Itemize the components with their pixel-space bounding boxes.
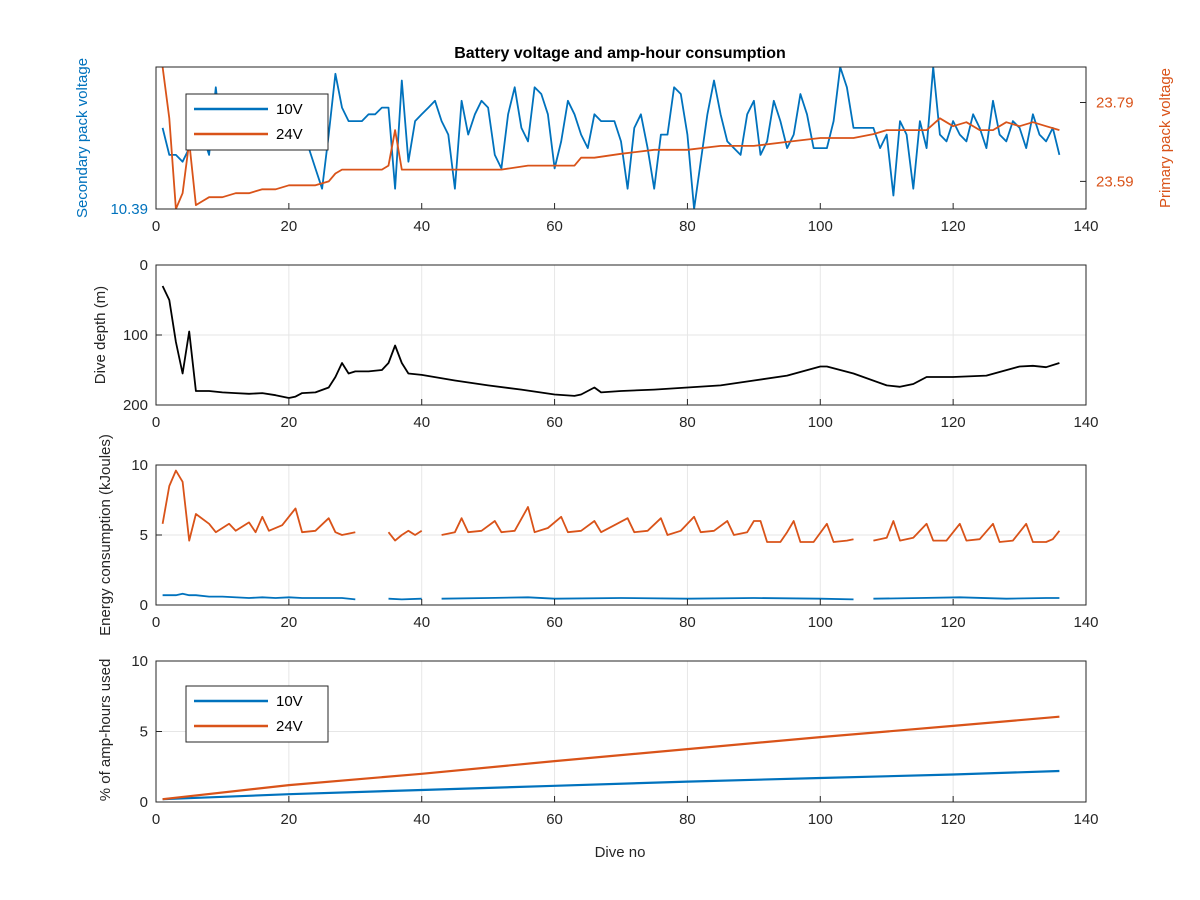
depth-axis-label: Dive depth (m) bbox=[92, 286, 109, 384]
y-right-tick-label: 23.59 bbox=[1096, 173, 1134, 190]
primary-voltage-axis-label: Primary pack voltage bbox=[1157, 68, 1174, 208]
x-tick-label: 140 bbox=[1073, 614, 1098, 631]
y-tick-label: 10 bbox=[131, 457, 148, 474]
series-10v-line bbox=[162, 769, 1060, 801]
series-24v-line bbox=[162, 715, 1060, 801]
series-group bbox=[161, 285, 1060, 399]
x-tick-label: 60 bbox=[546, 811, 563, 828]
x-tick-label: 0 bbox=[152, 218, 160, 235]
x-tick-label: 20 bbox=[281, 218, 298, 235]
x-tick-label: 120 bbox=[941, 218, 966, 235]
depth-panel: 0 20 40 60 80 100 120 140 0 100 200 bbox=[123, 257, 1099, 431]
series-2-line-seg2 bbox=[388, 597, 422, 601]
x-tick-label: 40 bbox=[413, 414, 430, 431]
series-24v-line bbox=[161, 67, 1060, 209]
x-tick-label: 40 bbox=[413, 218, 430, 235]
series-10v-line bbox=[161, 67, 1061, 209]
x-tick-label: 140 bbox=[1073, 811, 1098, 828]
x-tick-label: 40 bbox=[413, 811, 430, 828]
energy-axis-label: Energy consumption (kJoules) bbox=[97, 434, 114, 636]
x-tick-label: 0 bbox=[152, 614, 160, 631]
x-tick-label: 60 bbox=[546, 218, 563, 235]
y-right-tick-label: 23.79 bbox=[1096, 95, 1134, 112]
amp-hours-axis-label: % of amp-hours used bbox=[97, 659, 114, 802]
series-1-line-seg4 bbox=[873, 520, 1061, 543]
legend-label-24v: 24V bbox=[276, 126, 303, 143]
series-1-line-seg1 bbox=[161, 469, 356, 542]
series-2-line-seg3 bbox=[441, 596, 854, 601]
x-axis-label: Dive no bbox=[595, 844, 646, 861]
y-tick-label: 10.39 bbox=[110, 201, 148, 218]
y-tick-label: 0 bbox=[140, 794, 148, 811]
y-tick-label: 5 bbox=[140, 527, 148, 544]
legend-label-10v: 10V bbox=[276, 101, 303, 118]
x-tick-label: 20 bbox=[281, 614, 298, 631]
x-tick-label: 80 bbox=[679, 414, 696, 431]
y-tick-label: 10 bbox=[131, 653, 148, 670]
series-1-line-seg3 bbox=[441, 506, 854, 543]
series-1-line-seg2 bbox=[387, 529, 423, 542]
x-tick-label: 80 bbox=[679, 218, 696, 235]
x-tick-label: 140 bbox=[1073, 414, 1098, 431]
x-tick-label: 60 bbox=[546, 614, 563, 631]
legend-label-10v: 10V bbox=[276, 693, 303, 710]
x-tick-label: 0 bbox=[152, 414, 160, 431]
y-tick-label: 5 bbox=[140, 724, 148, 741]
secondary-voltage-axis-label: Secondary pack voltage bbox=[74, 58, 91, 218]
series-2-line-seg4 bbox=[873, 596, 1060, 600]
legend-label-24v: 24V bbox=[276, 718, 303, 735]
legend-box bbox=[185, 685, 329, 743]
energy-panel: 0 20 40 60 80 100 120 140 0 5 10 bbox=[131, 457, 1098, 631]
x-tick-label: 120 bbox=[941, 614, 966, 631]
series-2-line-seg1 bbox=[162, 592, 356, 601]
y-tick-label: 0 bbox=[140, 597, 148, 614]
chart-title: Battery voltage and amp-hour consumption bbox=[454, 45, 786, 62]
x-tick-label: 80 bbox=[679, 811, 696, 828]
x-tick-label: 100 bbox=[808, 811, 833, 828]
x-tick-label: 100 bbox=[808, 614, 833, 631]
x-tick-label: 40 bbox=[413, 614, 430, 631]
x-tick-label: 20 bbox=[281, 811, 298, 828]
x-tick-label: 20 bbox=[281, 414, 298, 431]
x-tick-label: 120 bbox=[941, 414, 966, 431]
x-tick-label: 120 bbox=[941, 811, 966, 828]
x-tick-label: 80 bbox=[679, 614, 696, 631]
axes-frame bbox=[155, 66, 1087, 210]
x-tick-label: 100 bbox=[808, 414, 833, 431]
series-group bbox=[162, 715, 1060, 801]
x-tick-label: 0 bbox=[152, 811, 160, 828]
legend-box bbox=[185, 93, 329, 151]
series-group bbox=[161, 469, 1061, 601]
y-tick-label: 100 bbox=[123, 327, 148, 344]
series-group bbox=[161, 67, 1061, 209]
series-1-line bbox=[161, 285, 1060, 399]
x-tick-label: 60 bbox=[546, 414, 563, 431]
x-tick-label: 140 bbox=[1073, 218, 1098, 235]
x-tick-label: 100 bbox=[808, 218, 833, 235]
y-tick-label: 0 bbox=[140, 257, 148, 274]
y-tick-label: 200 bbox=[123, 397, 148, 414]
